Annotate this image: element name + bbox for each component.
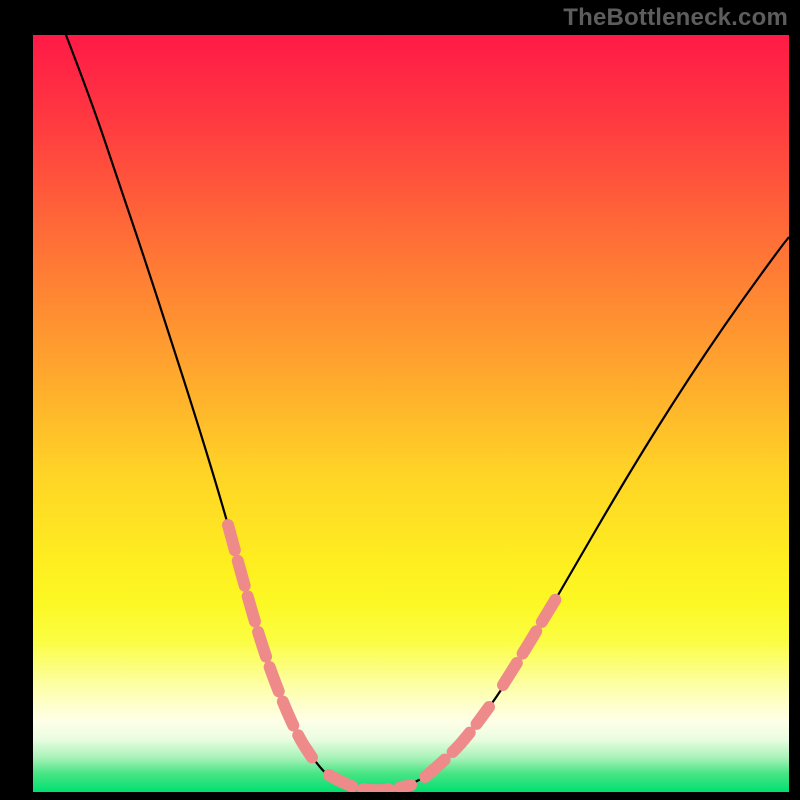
highlight-segment-1 <box>329 775 411 790</box>
highlight-segment-0 <box>228 525 313 759</box>
highlight-segment-3 <box>503 597 557 685</box>
watermark-text: TheBottleneck.com <box>563 4 788 32</box>
highlight-segment-2 <box>425 707 489 777</box>
curve-layer <box>33 35 789 792</box>
plot-area <box>33 35 789 792</box>
bottleneck-curve <box>66 35 789 791</box>
chart-container: TheBottleneck.com <box>0 0 800 800</box>
highlight-segments <box>228 525 557 790</box>
